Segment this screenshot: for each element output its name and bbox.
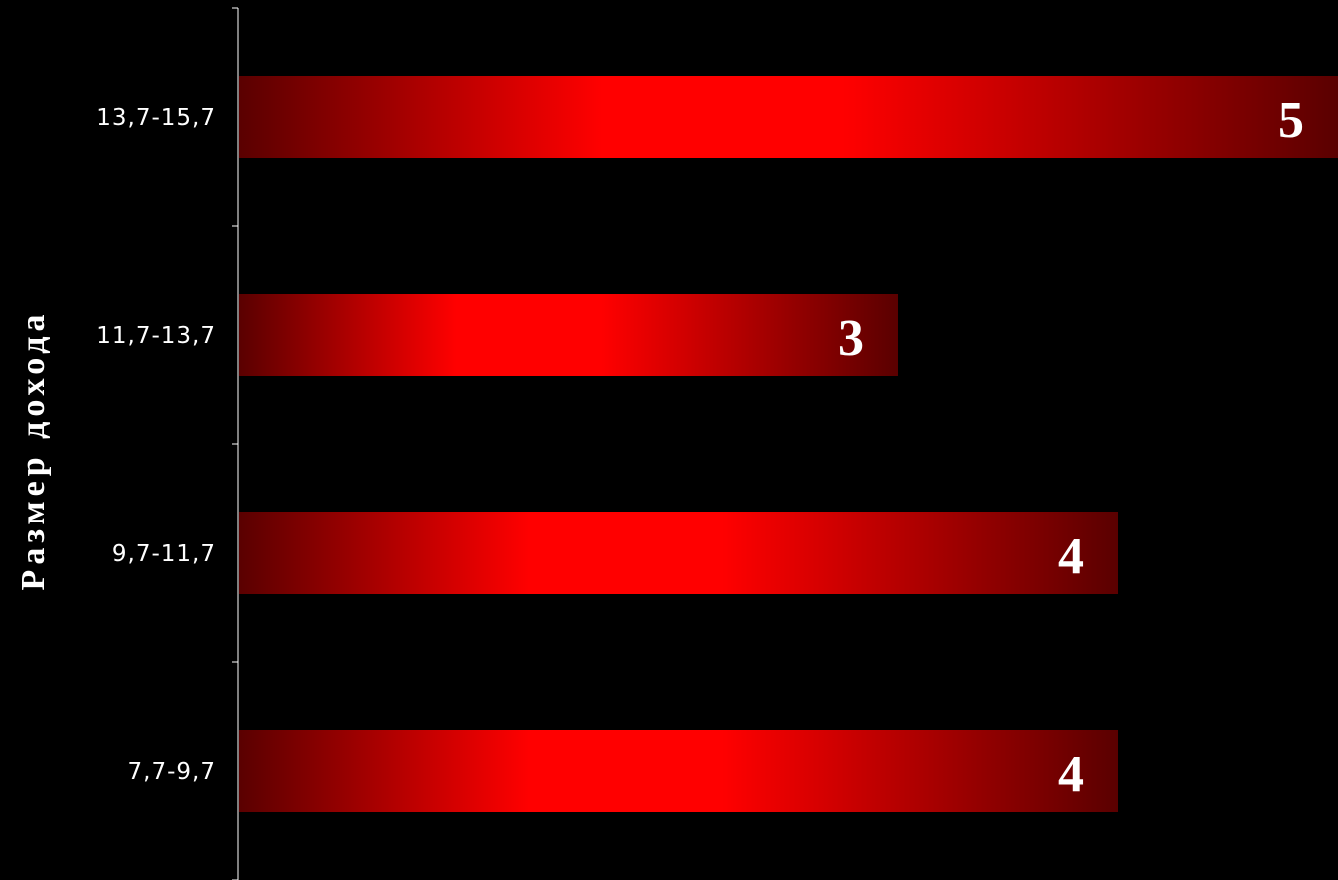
bar-1	[239, 76, 1338, 158]
category-label-3: 9,7-11,7	[112, 541, 216, 567]
data-label-2: 3	[838, 310, 864, 367]
bars-layer	[239, 76, 1338, 812]
y-axis	[232, 7, 239, 880]
category-label-4: 7,7-9,7	[128, 759, 216, 785]
category-label-1: 13,7-15,7	[96, 105, 216, 131]
y-axis-title: Размер дохода	[15, 310, 52, 591]
bar-4	[239, 730, 1118, 812]
labels-layer: 13,7-15,7 5 11,7-13,7 3 9,7-11,7 4 7,7-9,7 4	[96, 92, 1304, 803]
bar-3	[239, 512, 1118, 594]
data-label-3: 4	[1058, 528, 1084, 585]
data-label-4: 4	[1058, 746, 1084, 803]
data-label-1: 5	[1278, 92, 1304, 149]
bar-2	[239, 294, 898, 376]
category-label-2: 11,7-13,7	[96, 323, 216, 349]
